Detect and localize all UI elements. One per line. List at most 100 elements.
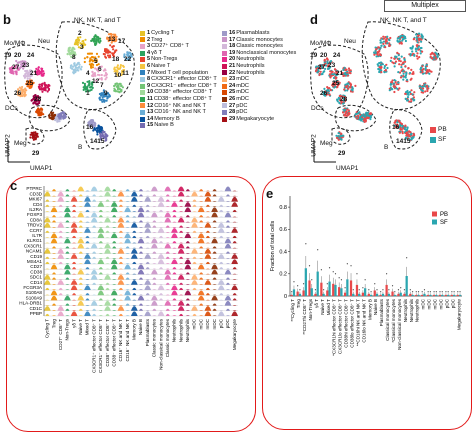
cell-dot — [365, 113, 368, 116]
cluster-number: 19 — [4, 52, 12, 59]
violin-shape — [78, 308, 83, 311]
cell-dot — [379, 39, 382, 42]
violin-shape — [211, 238, 218, 244]
cell-dot — [24, 75, 27, 78]
violin-shape — [65, 303, 70, 306]
group-outline-dc-d — [334, 104, 377, 132]
cell-dot — [84, 43, 87, 46]
cell-dot — [418, 85, 421, 88]
violin-shape — [70, 280, 78, 285]
violin-shape — [225, 232, 230, 233]
category-label: CD38hi effector CD8⁺ T — [344, 299, 349, 348]
violin-shape — [191, 274, 198, 280]
violin-shape — [77, 238, 85, 244]
violin-shape — [165, 206, 170, 207]
violin-shape — [205, 204, 210, 207]
violin-shape — [219, 267, 224, 270]
cell-dot — [431, 57, 434, 60]
cell-dot — [393, 79, 396, 82]
cell-dot — [90, 52, 93, 55]
violin-shape — [232, 226, 237, 228]
violin-shape — [65, 258, 70, 259]
legend-swatch — [140, 30, 145, 36]
cluster-number: 1415 — [90, 138, 105, 145]
violin-shape — [125, 272, 130, 275]
cell-dot — [402, 61, 405, 64]
violin-shape — [185, 200, 190, 202]
violin-shape — [138, 258, 144, 259]
violin-shape — [78, 225, 83, 228]
cluster-axis-label: γδ T — [71, 319, 76, 328]
legend-number: 1 — [147, 30, 151, 36]
violin-shape — [199, 206, 204, 207]
category-label: Treg — [296, 299, 301, 309]
cell-dot — [119, 67, 122, 70]
violin-shape — [58, 287, 63, 290]
cell-dot — [395, 126, 398, 129]
violin-shape — [84, 228, 91, 233]
violin-shape — [118, 247, 123, 249]
violin-shape — [199, 272, 204, 275]
violin-shape — [179, 242, 184, 244]
violin-shape — [219, 299, 224, 301]
violin-shape — [130, 248, 138, 254]
cell-dot — [388, 39, 391, 42]
violin-shape — [58, 190, 63, 192]
cell-dot — [17, 94, 20, 97]
cell-dot — [74, 71, 77, 74]
cluster-axis-label: Classic monocytes — [165, 318, 170, 357]
cell-dot — [406, 78, 409, 81]
violin-shape — [159, 247, 164, 249]
bar-sf — [452, 294, 456, 296]
panel-c-highlight — [6, 176, 256, 432]
violin-shape — [65, 232, 70, 233]
violin-shape — [157, 202, 165, 207]
cell-dot — [50, 112, 53, 115]
gene-label: CD4 — [33, 202, 43, 207]
data-point — [391, 285, 394, 287]
cell-dot — [99, 39, 102, 43]
violin-shape — [92, 263, 97, 264]
violin-shape — [205, 261, 210, 264]
cell-dot — [340, 132, 343, 135]
cell-dot — [26, 75, 29, 78]
data-point — [423, 289, 426, 291]
legend-number: 16 — [229, 30, 236, 36]
violin-shape — [212, 263, 217, 264]
cell-dot — [383, 65, 386, 68]
cell-dot — [413, 37, 416, 40]
cell-dot — [406, 126, 409, 130]
violin-shape — [138, 237, 144, 238]
cell-dot — [391, 79, 394, 82]
cell-dot — [395, 55, 398, 59]
data-point — [338, 277, 340, 279]
violin-shape — [144, 285, 152, 290]
violin-shape — [137, 212, 145, 218]
data-point — [374, 283, 376, 285]
violin-shape — [159, 241, 164, 244]
violin-shape — [97, 285, 105, 290]
violin-shape — [231, 311, 238, 316]
violin-shape — [159, 298, 164, 301]
violin-shape — [92, 206, 97, 207]
cell-dot — [408, 91, 412, 94]
violin-shape — [45, 256, 50, 259]
cell-dot — [345, 114, 348, 117]
cell-dot — [335, 134, 338, 137]
legend-item: 25 mDC — [222, 89, 296, 96]
legend-number: 27 — [229, 102, 236, 109]
violin-shape — [219, 209, 224, 212]
cell-dot — [37, 102, 40, 105]
violin-shape — [192, 199, 197, 202]
violin-shape — [50, 233, 58, 238]
cell-dot — [429, 55, 432, 58]
legend-swatch — [140, 76, 145, 82]
violin-shape — [52, 258, 57, 259]
cluster-axis-label: mDC — [192, 318, 197, 329]
violin-shape — [164, 217, 172, 223]
violin-shape — [72, 221, 77, 223]
cell-dot — [113, 50, 116, 54]
cell-dot — [400, 128, 403, 131]
violin-shape — [45, 287, 50, 290]
umap-plot-d — [310, 21, 441, 163]
